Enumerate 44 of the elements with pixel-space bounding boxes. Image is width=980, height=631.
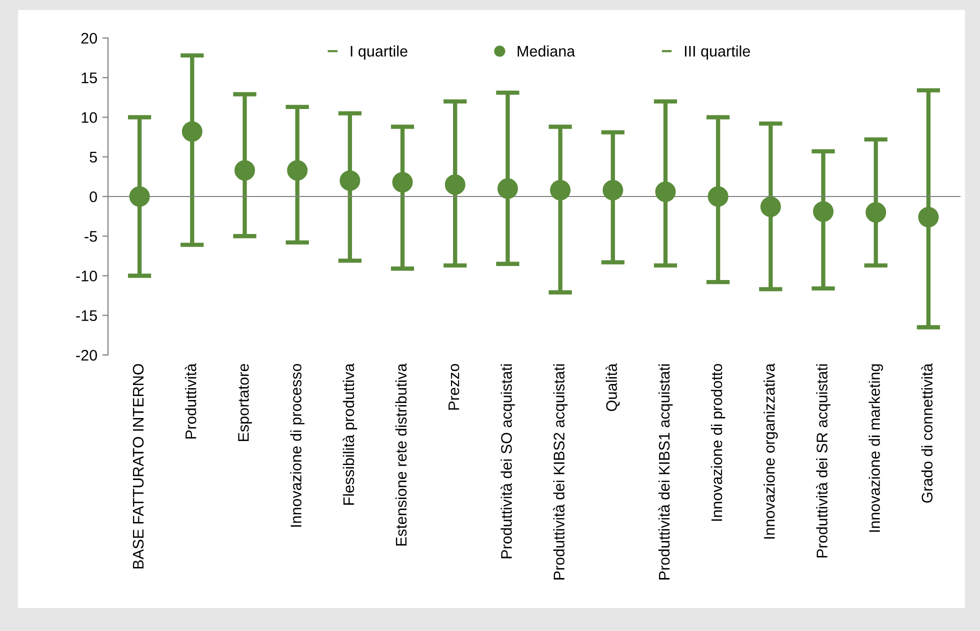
y-tick-label: 5 (90, 152, 97, 163)
x-tick-label: Innovazione di processo (290, 364, 304, 527)
y-tick-label: -20 (76, 350, 97, 361)
x-tick-label: BASE FATTURATO INTERNO (132, 364, 144, 568)
point (392, 172, 413, 192)
point (918, 206, 939, 228)
point (340, 170, 360, 191)
y-tick-label: 20 (81, 32, 97, 44)
y-tick-label: 10 (82, 112, 97, 123)
point (812, 201, 834, 222)
point (287, 160, 308, 181)
point (129, 186, 150, 207)
x-tick-label: Innovazione organizzativa (764, 363, 778, 539)
x-tick-label: Grado di connettività (921, 363, 933, 503)
x-tick-label: Produttività dei KIBS2 acquistati (553, 364, 568, 580)
point (602, 180, 624, 200)
x-tick-label: Innovazione di prodotto (710, 364, 726, 521)
x-tick-label: Produttività dei KIBS1 acquistati (658, 364, 673, 580)
y-tick-label: -10 (76, 270, 97, 282)
point (234, 160, 256, 181)
x-tick-label: Produttività dei SR acquistati (816, 364, 830, 558)
x-tick-label: Produttività (184, 363, 196, 438)
point (655, 181, 676, 202)
annotation: III quartile (684, 45, 750, 60)
x-tick-label: Prezzo (448, 364, 460, 410)
point (866, 202, 886, 223)
x-tick-label: Qualità (606, 363, 620, 412)
point (708, 186, 728, 207)
x-tick-label: Produttività dei SO acquistati (500, 364, 515, 558)
x-tick-label: Innovazione di marketing (868, 364, 883, 532)
y-tick-label: 15 (82, 72, 97, 84)
point (760, 196, 781, 218)
y-tick-label: -15 (76, 310, 97, 322)
point (444, 174, 466, 195)
annotation: I quartile (350, 45, 408, 60)
y-tick-label: -5 (84, 231, 97, 242)
x-tick-label: Flessibilità produttiva (342, 363, 358, 505)
y-tick-label: 0 (90, 191, 97, 202)
point (497, 178, 518, 199)
legend-label: Mediana (518, 45, 576, 57)
x-tick-label: Estensione rete distributiva (395, 363, 407, 546)
point (550, 180, 571, 200)
x-tick-label: Esportatore (238, 364, 252, 442)
point (182, 121, 202, 142)
